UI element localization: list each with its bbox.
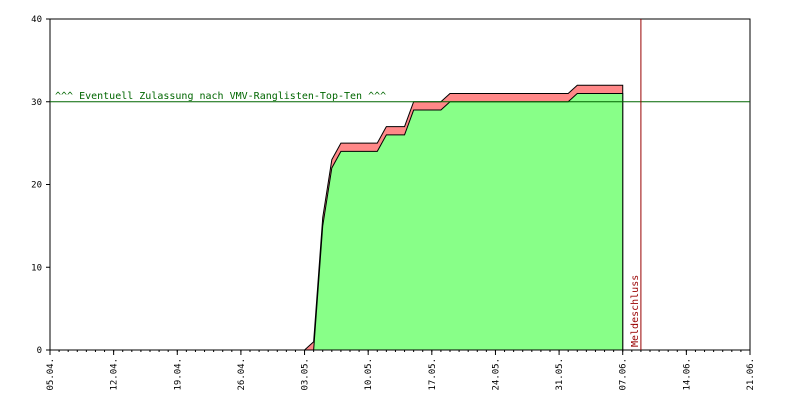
threshold-label: ^^^ Eventuell Zulassung nach VMV-Ranglis…	[55, 91, 386, 102]
x-tick-label: 05.04.	[46, 358, 56, 391]
x-tick-label: 03.05.	[301, 358, 311, 391]
y-tick-label: 40	[31, 15, 42, 25]
x-tick-label: 24.05.	[491, 358, 501, 391]
y-tick-label: 0	[37, 346, 42, 356]
x-tick-label: 07.06.	[619, 358, 629, 391]
y-tick-label: 30	[31, 98, 42, 108]
x-tick-label: 19.04.	[173, 358, 183, 391]
y-tick-label: 10	[31, 263, 42, 273]
x-tick-label: 26.04.	[237, 358, 247, 391]
series-area-green	[304, 92, 624, 351]
deadline-label: Meldeschluss	[630, 275, 641, 347]
x-tick-label: 10.05.	[364, 358, 374, 391]
x-tick-label: 12.04.	[110, 358, 120, 391]
x-tick-label: 14.06.	[682, 358, 692, 391]
y-tick-label: 20	[31, 181, 42, 191]
x-tick-label: 21.06.	[746, 358, 756, 391]
x-tick-label: 31.05.	[555, 358, 565, 391]
x-tick-label: 17.05.	[428, 358, 438, 391]
